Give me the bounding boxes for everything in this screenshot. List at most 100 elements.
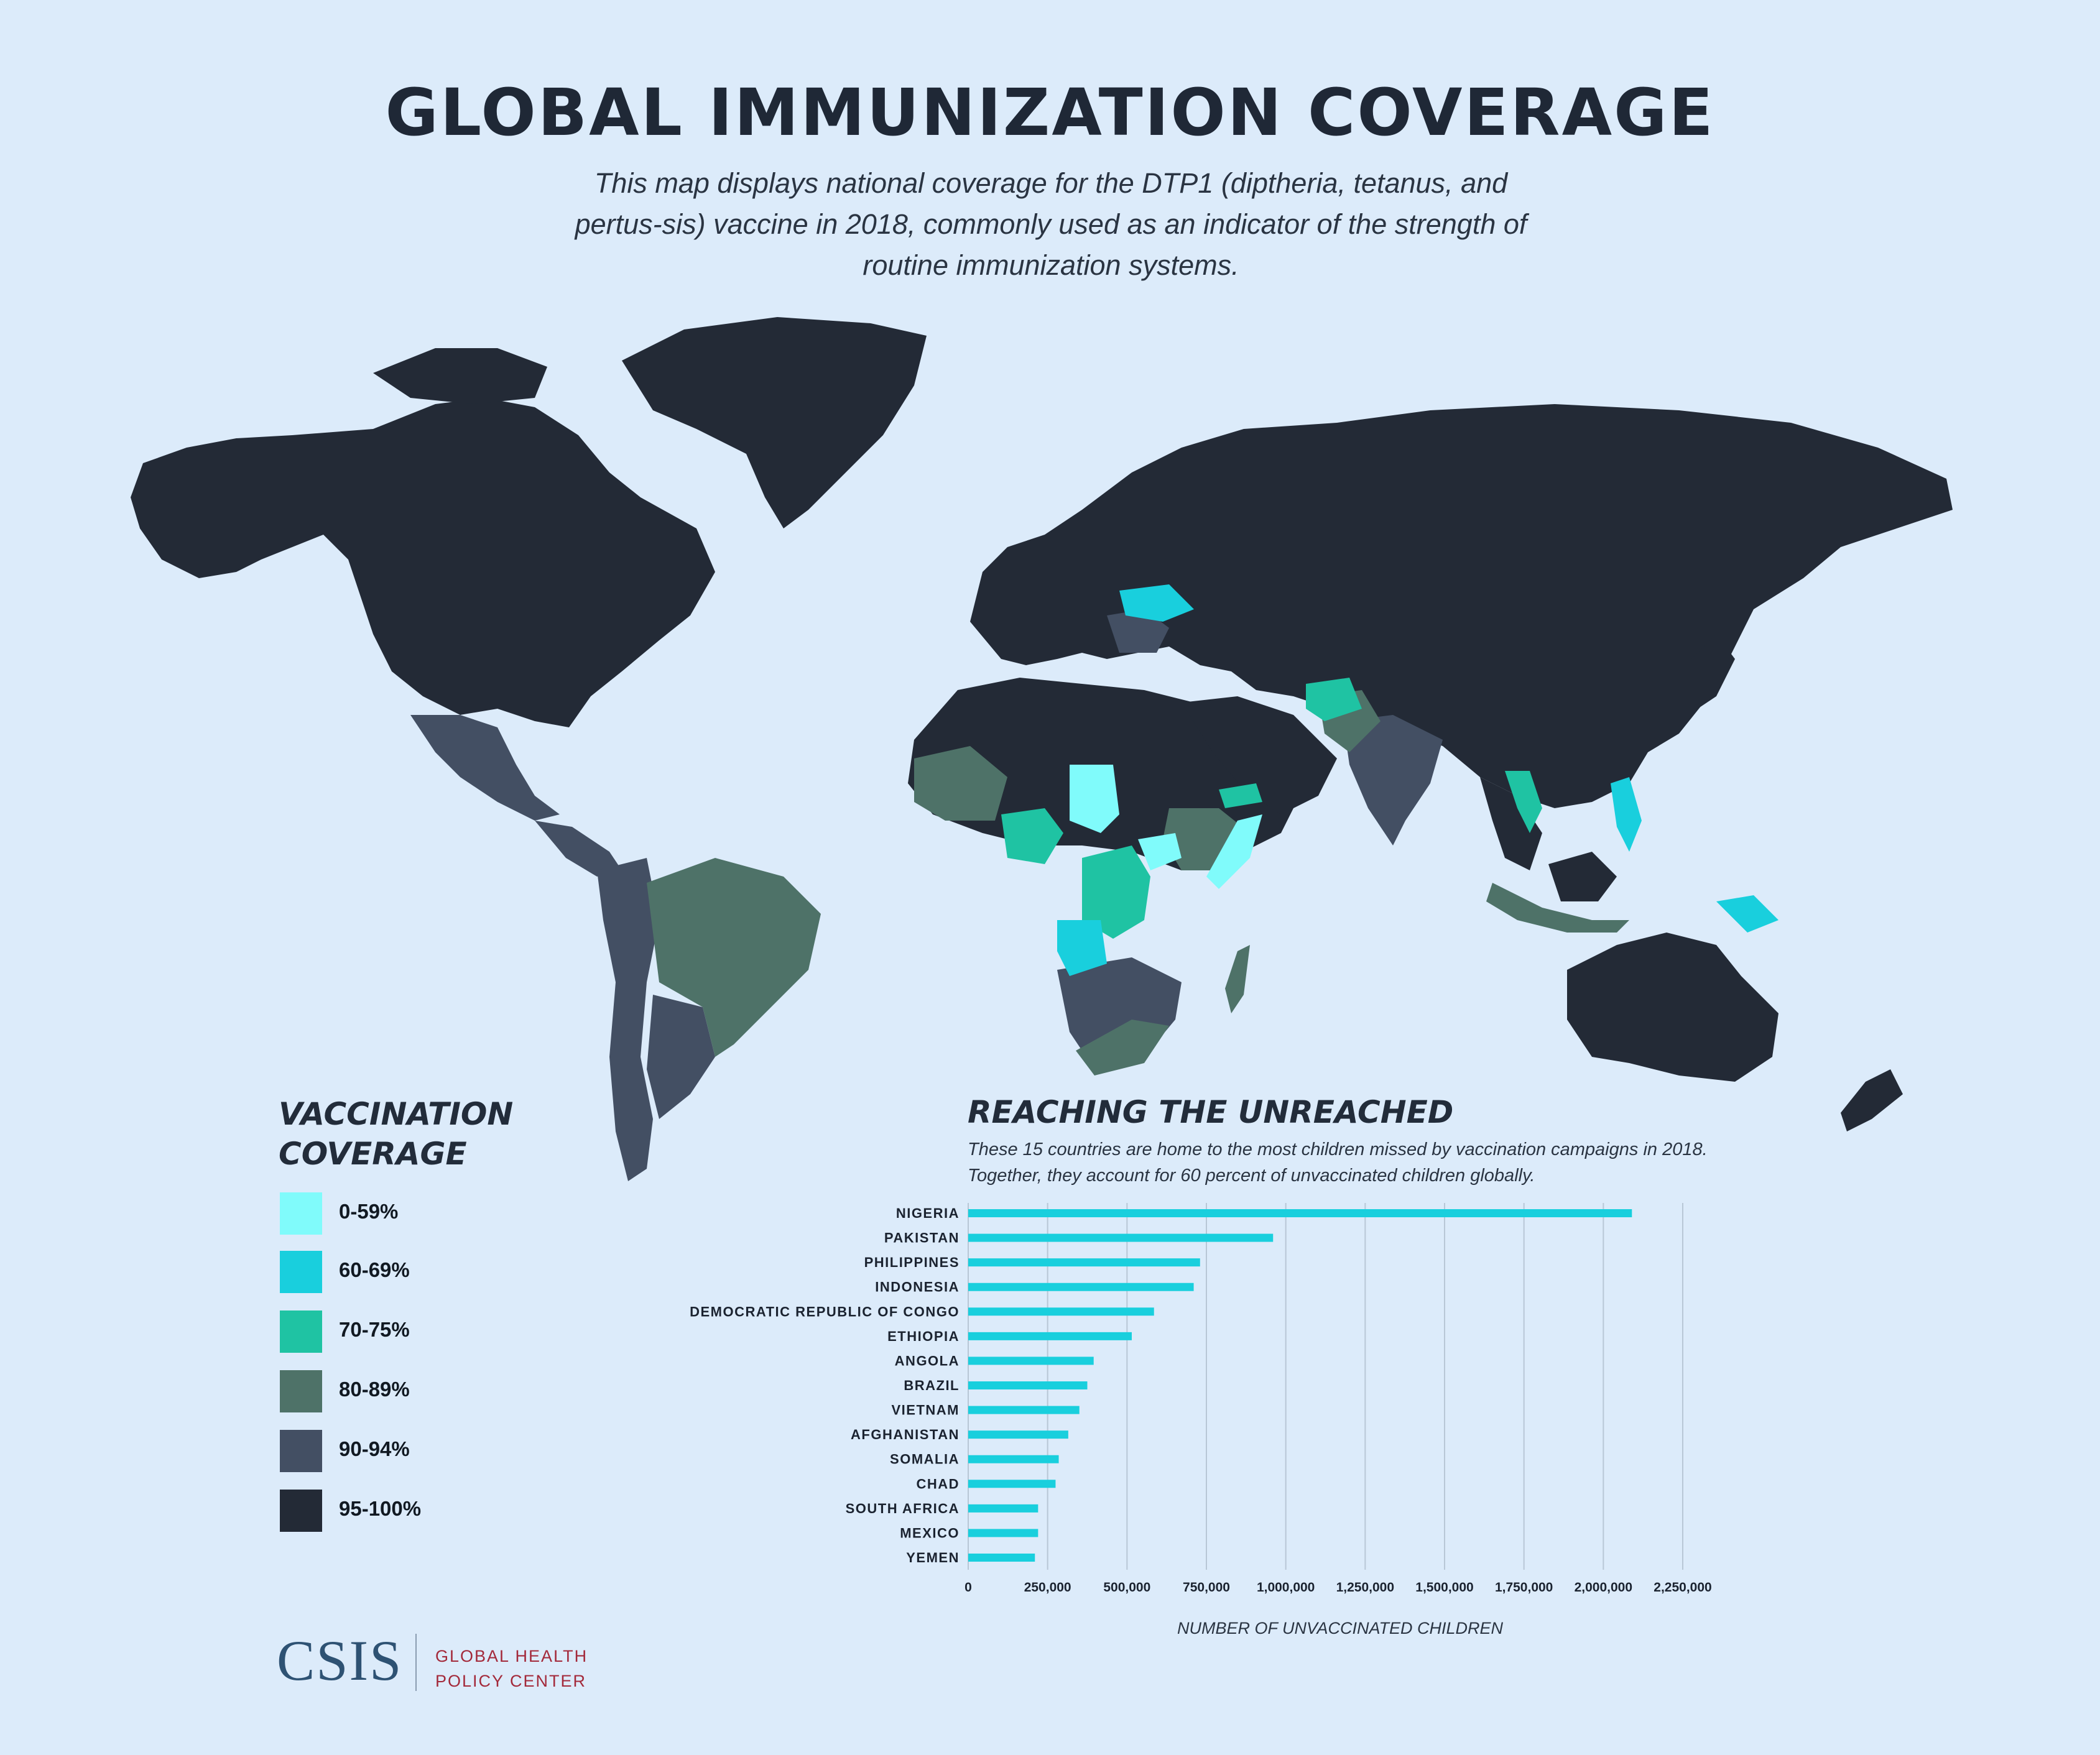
chart-title: REACHING THE UNREACHED xyxy=(968,1094,1454,1130)
bar xyxy=(968,1455,1059,1463)
madagascar-region xyxy=(1225,945,1250,1013)
legend-swatch xyxy=(280,1490,322,1532)
x-tick-label: 0 xyxy=(964,1580,972,1595)
x-tick-label: 750,000 xyxy=(1183,1580,1230,1595)
west-africa-region xyxy=(914,746,1007,821)
new-zealand-landmass xyxy=(1841,1069,1903,1131)
x-tick-label: 2,000,000 xyxy=(1575,1580,1632,1595)
legend-swatch xyxy=(280,1251,322,1293)
legend-label: 0-59% xyxy=(339,1200,399,1223)
category-label: VIETNAM xyxy=(892,1403,960,1418)
bar xyxy=(968,1554,1035,1562)
arctic-islands xyxy=(373,348,547,404)
x-tick-label: 1,500,000 xyxy=(1415,1580,1473,1595)
category-label: MEXICO xyxy=(900,1525,960,1541)
center-name-line2: POLICY CENTER xyxy=(435,1672,587,1690)
legend-label: 60-69% xyxy=(339,1258,410,1281)
category-label: SOUTH AFRICA xyxy=(846,1501,960,1516)
angola-region xyxy=(1057,920,1107,976)
bar xyxy=(968,1406,1080,1414)
category-label: CHAD xyxy=(916,1476,960,1491)
bar xyxy=(968,1430,1068,1439)
category-label: NIGERIA xyxy=(896,1205,960,1221)
legend-swatch xyxy=(280,1430,322,1472)
drc-region xyxy=(1082,845,1150,939)
se-asia-landmass xyxy=(1480,777,1542,870)
yemen-region xyxy=(1219,783,1262,808)
legend-item: 95-100% xyxy=(280,1490,591,1532)
category-label: ANGOLA xyxy=(895,1353,960,1368)
south-sudan-region xyxy=(1138,833,1182,870)
category-label: DEMOCRATIC REPUBLIC OF CONGO xyxy=(690,1304,960,1319)
category-label: SOMALIA xyxy=(890,1452,960,1467)
category-label: PAKISTAN xyxy=(884,1230,960,1246)
indonesia-region xyxy=(1486,883,1629,933)
page-title: GLOBAL IMMUNIZATION COVERAGE xyxy=(385,75,1715,150)
somalia-region xyxy=(1206,814,1262,889)
bar xyxy=(968,1381,1088,1389)
x-tick-label: 1,750,000 xyxy=(1495,1580,1553,1595)
legend-swatch xyxy=(280,1192,322,1235)
category-label: AFGHANISTAN xyxy=(851,1427,960,1442)
chad-region xyxy=(1070,765,1119,833)
logo-divider xyxy=(415,1634,417,1691)
central-america-region xyxy=(535,821,622,877)
category-label: INDONESIA xyxy=(875,1279,960,1295)
bar xyxy=(968,1332,1132,1340)
center-name-line1: GLOBAL HEALTH xyxy=(435,1647,588,1665)
x-tick-label: 1,250,000 xyxy=(1336,1580,1394,1595)
brazil-region xyxy=(647,858,821,1057)
bar xyxy=(968,1258,1200,1267)
south-africa-region xyxy=(1076,1020,1169,1076)
legend-item: 70-75% xyxy=(280,1310,591,1353)
bar xyxy=(968,1357,1094,1365)
category-label: PHILIPPINES xyxy=(864,1255,960,1270)
ukraine-region xyxy=(1119,584,1194,622)
x-tick-label: 500,000 xyxy=(1103,1580,1150,1595)
mexico-region xyxy=(410,715,560,821)
bar xyxy=(968,1504,1038,1513)
legend-label: 90-94% xyxy=(339,1437,410,1460)
legend-item: 0-59% xyxy=(280,1192,591,1235)
philippines-region xyxy=(1611,777,1642,852)
australia-landmass xyxy=(1567,933,1779,1082)
afghanistan-region xyxy=(1306,678,1362,721)
bar xyxy=(968,1307,1154,1316)
legend-label: 95-100% xyxy=(339,1497,422,1520)
legend-label: 80-89% xyxy=(339,1378,410,1401)
argentina-region xyxy=(647,995,715,1119)
category-label: YEMEN xyxy=(906,1550,960,1565)
andes-region xyxy=(597,858,659,1181)
x-axis-title: NUMBER OF UNVACCINATED CHILDREN xyxy=(1177,1619,1504,1638)
nigeria-region xyxy=(1001,808,1063,864)
x-tick-label: 1,000,000 xyxy=(1257,1580,1315,1595)
center-name: GLOBAL HEALTH POLICY CENTER xyxy=(435,1644,588,1693)
bar xyxy=(968,1283,1194,1291)
legend-label: 70-75% xyxy=(339,1318,410,1341)
legend-item: 80-89% xyxy=(280,1370,591,1412)
bar xyxy=(968,1209,1632,1217)
bar xyxy=(968,1529,1038,1537)
page-subtitle: This map displays national coverage for … xyxy=(575,167,1527,281)
japan-landmass xyxy=(1667,634,1735,721)
category-label: ETHIOPIA xyxy=(887,1329,960,1344)
india-region xyxy=(1343,715,1443,845)
chart-description: These 15 countries are home to the most … xyxy=(968,1140,1708,1186)
legend-item: 60-69% xyxy=(280,1251,591,1293)
csis-logo: CSIS xyxy=(277,1629,403,1692)
legend-title: VACCINATION COVERAGE xyxy=(279,1096,514,1172)
legend-swatch xyxy=(280,1370,322,1412)
eurasia-landmass xyxy=(970,404,1953,808)
vietnam-region xyxy=(1505,771,1542,833)
category-label: BRAZIL xyxy=(904,1378,960,1393)
north-america-landmass xyxy=(131,398,715,727)
arabia-landmass xyxy=(1182,696,1337,814)
legend-item: 90-94% xyxy=(280,1430,591,1472)
borneo-landmass xyxy=(1548,852,1617,901)
legend-swatch xyxy=(280,1310,322,1353)
bar xyxy=(968,1233,1274,1242)
bar xyxy=(968,1480,1056,1488)
greenland-landmass xyxy=(622,317,927,528)
x-tick-label: 250,000 xyxy=(1024,1580,1071,1595)
